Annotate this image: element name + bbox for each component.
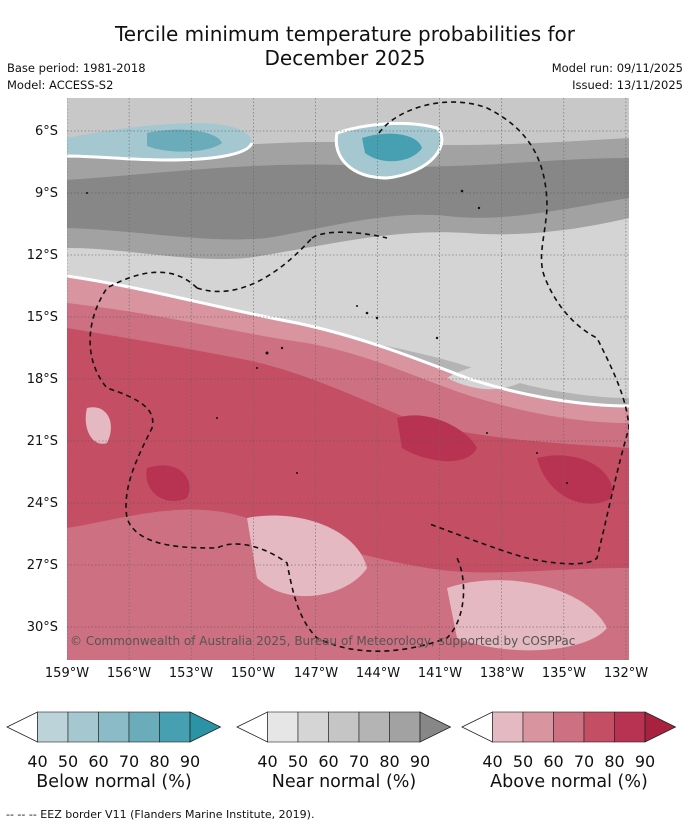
meta-right: Model run: 09/11/2025 Issued: 13/11/2025 [552, 60, 683, 94]
colorbar-below-tick: 70 [118, 752, 140, 771]
lon-label-138W: 138°W [479, 666, 525, 681]
colorbar-above-tick: 60 [543, 752, 564, 771]
colorbar-near-tick: 40 [257, 752, 278, 771]
colorbar-below-tick: 60 [88, 752, 109, 771]
base-period: Base period: 1981-2018 [7, 61, 146, 75]
model-run: Model run: 09/11/2025 [551, 61, 683, 75]
gray-band-darkest [67, 158, 629, 240]
red-patch-light-c [85, 407, 111, 444]
lat-label-6S: 6°S [34, 124, 58, 139]
map-svg [67, 98, 629, 660]
colorbar-below-low-arrow [6, 711, 38, 743]
title-line-2: December 2025 [264, 46, 426, 70]
red-patch-light-b [447, 580, 607, 651]
eez-border-south [89, 271, 465, 652]
contour-blue-east [334, 121, 444, 180]
lon-label-153W: 153°W [168, 666, 214, 681]
colorbar-near-bin [328, 711, 360, 743]
colorbar-near-high-arrow [419, 711, 452, 743]
colorbar-above-tick: 50 [512, 752, 534, 771]
lat-label-9S: 9°S [34, 186, 58, 201]
contour-red-boundary [67, 274, 629, 408]
lon-label-150W: 150°W [230, 666, 276, 681]
red-patch-80-c [537, 455, 613, 504]
red-patch-light-a [247, 515, 367, 597]
lat-label-27S: 27°S [26, 558, 58, 573]
colorbar-below-tick: 50 [57, 752, 79, 771]
gray-band-south [67, 218, 629, 398]
lon-label-156W: 156°W [106, 666, 152, 681]
colorbar-above-bin [614, 711, 646, 743]
colorbar-near-bin [297, 711, 329, 743]
colorbar-below-bin [98, 711, 130, 743]
contour-blue-west [67, 142, 254, 162]
red-patch-80-a [397, 415, 477, 462]
colorbar-title-near: Near normal (%) [271, 772, 417, 792]
lon-label-141W: 141°W [417, 666, 463, 681]
colorbar-near-low-arrow [236, 711, 268, 743]
colorbar-near-tick: 70 [348, 752, 370, 771]
colorbar-below-bin [67, 711, 99, 743]
lon-label-144W: 144°W [355, 666, 401, 681]
colorbar-above-high-arrow [644, 711, 677, 743]
lon-label-135W: 135°W [541, 666, 587, 681]
gridlines [67, 98, 629, 660]
eez-footer-note: -- -- -- EEZ border V11 (Flanders Marine… [6, 808, 315, 821]
colorbar-below-tick: 90 [179, 752, 201, 771]
lat-label-30S: 30°S [26, 620, 58, 635]
lon-label-132W: 132°W [603, 666, 649, 681]
colorbar-near-bin [358, 711, 390, 743]
blue-patch-west-inner [147, 129, 222, 152]
colorbar-below-high-arrow [189, 711, 222, 743]
meta-left: Base period: 1981-2018 Model: ACCESS-S2 [7, 60, 146, 94]
eez-border-inner [311, 231, 388, 239]
blue-patch-east-inner [362, 133, 422, 162]
colorbar-below-tick: 40 [27, 752, 48, 771]
colorbar-near-tick: 90 [409, 752, 431, 771]
lat-label-18S: 18°S [26, 372, 58, 387]
red-region-70 [67, 328, 629, 573]
lat-label-12S: 12°S [26, 248, 58, 263]
colorbar-title-below: Below normal (%) [36, 772, 192, 792]
colorbar-above-bin [492, 711, 524, 743]
issued-date: Issued: 13/11/2025 [572, 78, 683, 92]
colorbar-title-above: Above normal (%) [490, 772, 648, 792]
colorbar-below-bin [37, 711, 69, 743]
colorbar-legend [6, 711, 677, 743]
eez-border-north [378, 101, 629, 565]
islands [86, 189, 568, 484]
model-name: Model: ACCESS-S2 [7, 78, 114, 92]
colorbar-near-tick: 50 [287, 752, 309, 771]
colorbar-near-tick: 80 [379, 752, 400, 771]
probability-map: © Commonwealth of Australia 2025, Bureau… [67, 98, 629, 660]
colorbar-above-bin [553, 711, 585, 743]
colorbar-below-bin [128, 711, 160, 743]
colorbar-above-bin [522, 711, 554, 743]
eez-border-mid [196, 237, 313, 293]
colorbar-above-tick: 80 [604, 752, 625, 771]
lat-label-15S: 15°S [26, 310, 58, 325]
colorbar-near-bin [389, 711, 421, 743]
colorbar-above-tick: 70 [573, 752, 595, 771]
copyright-notice: © Commonwealth of Australia 2025, Bureau… [70, 634, 576, 648]
colorbar-above-tick: 40 [482, 752, 503, 771]
lon-label-147W: 147°W [293, 666, 339, 681]
lat-label-24S: 24°S [26, 496, 58, 511]
red-patch-80-b [146, 465, 190, 502]
lon-label-159W: 159°W [44, 666, 90, 681]
lat-label-21S: 21°S [26, 434, 58, 449]
colorbar-above-tick: 90 [634, 752, 656, 771]
colorbar-near-bin [267, 711, 299, 743]
title-line-1: Tercile minimum temperature probabilitie… [114, 22, 576, 46]
colorbar-above-bin [583, 711, 615, 743]
colorbar-near-tick: 60 [318, 752, 339, 771]
colorbar-below-tick: 80 [149, 752, 170, 771]
map-title: Tercile minimum temperature probabilitie… [0, 22, 690, 70]
colorbar-below-bin [159, 711, 191, 743]
gray-gap-east [447, 363, 537, 390]
colorbar-above-low-arrow [461, 711, 493, 743]
